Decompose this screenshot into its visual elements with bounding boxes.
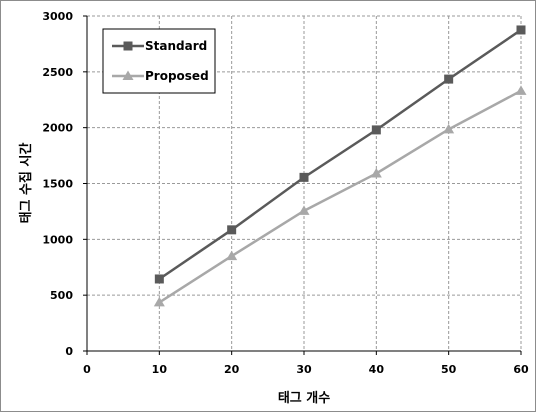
data-point-standard [444, 74, 454, 84]
data-point-proposed [153, 296, 165, 307]
data-point-standard [516, 25, 526, 35]
legend-label-proposed: Proposed [145, 69, 209, 83]
x-tick-label: 40 [369, 363, 385, 376]
x-tick-label: 50 [441, 363, 457, 376]
series-line-proposed [158, 89, 522, 304]
legend-marker-standard [123, 41, 133, 51]
data-point-proposed [370, 167, 382, 178]
y-axis-ticks: 0 500 1000 1500 2000 2500 3000 [42, 10, 87, 358]
x-tick-label: 10 [152, 363, 168, 376]
y-tick-label: 1500 [42, 178, 73, 191]
y-tick-label: 2000 [42, 122, 73, 135]
y-tick-label: 2500 [42, 66, 73, 79]
x-axis-ticks: 0 10 20 30 40 50 60 [83, 351, 529, 376]
y-tick-label: 0 [65, 345, 73, 358]
x-tick-label: 60 [513, 363, 529, 376]
data-point-standard [227, 225, 237, 235]
grid [87, 15, 522, 351]
data-point-standard [371, 125, 381, 135]
y-tick-label: 500 [50, 289, 73, 302]
legend-label-standard: Standard [145, 39, 207, 53]
legend: Standard Proposed [102, 28, 216, 94]
data-point-standard [154, 274, 164, 284]
x-tick-label: 20 [224, 363, 240, 376]
x-tick-label: 0 [83, 363, 91, 376]
data-point-standard [299, 172, 309, 182]
x-axis-title: 태그 개수 [278, 391, 330, 406]
legend-marker-proposed [122, 70, 134, 80]
data-point-proposed [226, 250, 238, 261]
series-line-standard [158, 28, 522, 281]
data-point-proposed [515, 85, 527, 95]
data-point-proposed [298, 205, 310, 215]
legend-box [102, 28, 216, 94]
y-tick-label: 3000 [42, 10, 73, 23]
y-axis-title: 태그 수집 시간 [18, 143, 34, 224]
x-tick-label: 30 [296, 363, 312, 376]
data-point-proposed [443, 123, 455, 134]
series-layer [153, 25, 527, 307]
y-tick-label: 1000 [42, 233, 73, 246]
